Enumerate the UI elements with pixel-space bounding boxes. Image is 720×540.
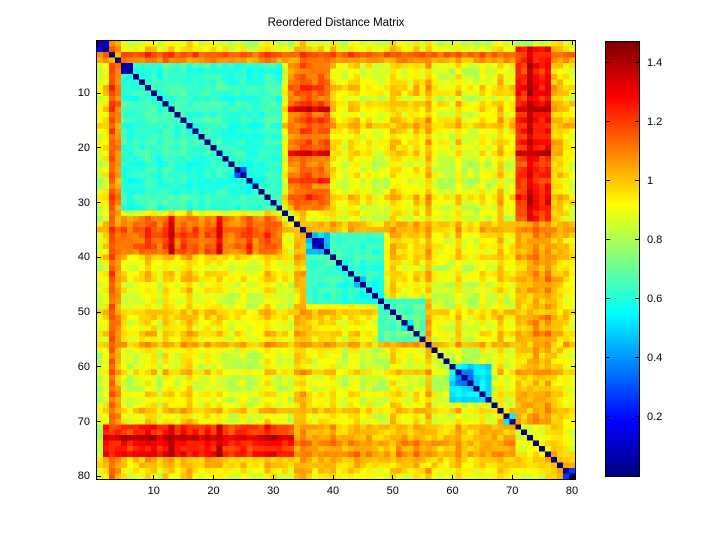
colorbar-tick-mark	[635, 239, 639, 241]
colorbar-tick-label: 0.6	[647, 292, 663, 305]
x-tick-label: 40	[326, 485, 340, 497]
y-tick-mark	[571, 366, 575, 368]
y-tick-label: 10	[77, 87, 90, 99]
y-tick-label: 50	[77, 306, 90, 318]
y-tick-mark	[97, 147, 101, 149]
colorbar-gradient-canvas	[606, 42, 639, 476]
x-tick-mark	[511, 41, 513, 45]
heatmap-canvas	[97, 41, 575, 479]
y-tick-mark	[97, 92, 101, 94]
x-tick-label: 70	[506, 485, 519, 497]
y-tick-label: 60	[77, 360, 90, 373]
y-tick-mark	[571, 311, 575, 313]
y-tick-label: 80	[77, 470, 90, 483]
x-tick-mark	[392, 41, 394, 45]
y-tick-mark	[97, 421, 101, 422]
y-tick-mark	[571, 202, 575, 203]
colorbar-tick-label: 1.4	[647, 56, 663, 69]
x-tick-mark	[153, 475, 155, 479]
y-tick-mark	[97, 311, 101, 313]
x-tick-mark	[213, 41, 214, 45]
colorbar-tick-mark	[635, 180, 639, 182]
x-tick-mark	[452, 41, 453, 45]
colorbar-tick-mark	[635, 62, 639, 64]
y-tick-mark	[571, 421, 575, 422]
colorbar-tick-mark	[635, 416, 639, 418]
y-tick-label: 20	[77, 141, 90, 154]
y-tick-mark	[97, 475, 101, 477]
x-tick-mark	[332, 41, 334, 45]
colorbar-tick-label: 0.2	[647, 410, 663, 423]
colorbar-tick-label: 0.8	[647, 233, 663, 246]
colorbar-tick-mark	[606, 357, 610, 359]
x-tick-mark	[571, 475, 573, 479]
y-tick-mark	[97, 366, 101, 368]
x-tick-mark	[452, 475, 453, 479]
y-tick-mark	[97, 202, 101, 203]
x-tick-label: 10	[147, 485, 160, 497]
y-tick-mark	[97, 256, 101, 258]
colorbar-tick-label: 1	[647, 174, 654, 187]
colorbar-tick-label: 1.2	[647, 115, 663, 128]
colorbar-tick-label: 0.4	[647, 351, 663, 364]
x-tick-label: 60	[446, 485, 459, 497]
x-tick-mark	[153, 41, 155, 45]
x-tick-mark	[511, 475, 513, 479]
x-tick-mark	[272, 475, 274, 479]
y-tick-mark	[571, 92, 575, 94]
colorbar-tick-mark	[606, 239, 610, 241]
x-tick-mark	[571, 41, 573, 45]
x-tick-label: 50	[386, 485, 399, 497]
x-tick-mark	[272, 41, 274, 45]
colorbar-tick-mark	[606, 121, 610, 123]
colorbar-tick-mark	[635, 357, 639, 359]
x-tick-label: 20	[207, 485, 220, 497]
y-tick-mark	[571, 256, 575, 258]
colorbar-tick-mark	[606, 298, 610, 300]
y-tick-mark	[571, 147, 575, 149]
y-tick-mark	[571, 475, 575, 477]
x-tick-mark	[392, 475, 394, 479]
colorbar-tick-mark	[606, 416, 610, 418]
colorbar-tick-mark	[606, 62, 610, 64]
y-tick-label: 40	[77, 251, 90, 264]
colorbar-tick-mark	[635, 121, 639, 123]
heatmap-plot-area	[96, 40, 576, 480]
y-tick-label: 70	[77, 415, 90, 428]
x-tick-mark	[213, 475, 214, 479]
x-tick-mark	[332, 475, 334, 479]
colorbar-tick-mark	[635, 298, 639, 300]
x-tick-label: 30	[267, 485, 280, 497]
chart-title: Reordered Distance Matrix	[267, 17, 405, 29]
y-tick-label: 30	[77, 196, 90, 209]
x-tick-label: 80	[565, 485, 579, 497]
colorbar	[605, 41, 640, 477]
colorbar-tick-mark	[606, 180, 610, 182]
